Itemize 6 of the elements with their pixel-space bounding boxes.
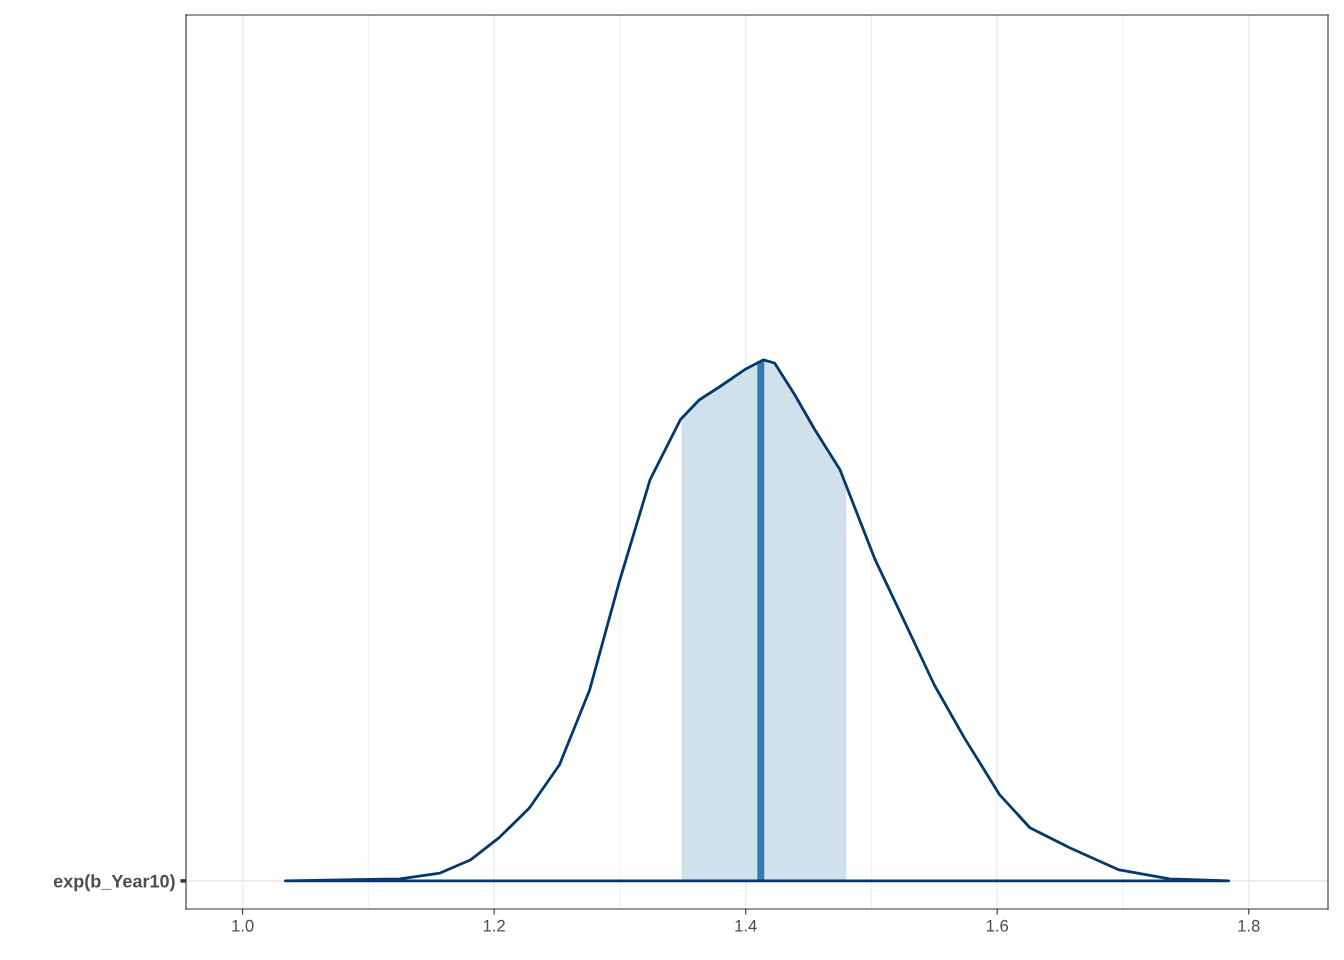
x-tick-label: 1.8 — [1238, 919, 1260, 932]
x-tick-label: 1.4 — [735, 920, 757, 932]
x-tick-label: 1.0 — [232, 919, 254, 932]
text: exp(b_Year10) — [53, 874, 175, 892]
x-tick-label: 1.2 — [483, 919, 505, 932]
x-tick-label: 1.6 — [986, 919, 1009, 932]
